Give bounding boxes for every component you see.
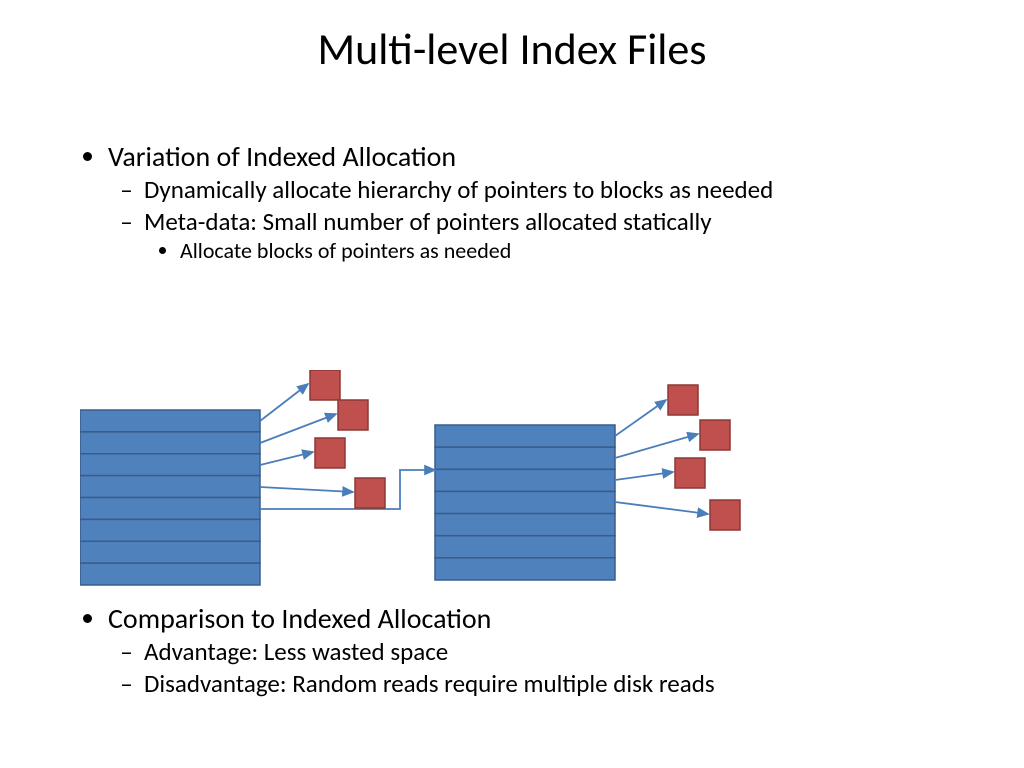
slide-body: Variation of Indexed Allocation Dynamica…: [80, 140, 960, 266]
bullet-l3-allocate: Allocate blocks of pointers as needed: [180, 238, 960, 264]
bullet-text: Variation of Indexed Allocation: [108, 139, 456, 174]
slide-title: Multi-level Index Files: [0, 22, 1024, 76]
bullet-l1-comparison: Comparison to Indexed Allocation Advanta…: [108, 602, 960, 698]
slide-body-lower: Comparison to Indexed Allocation Advanta…: [80, 602, 960, 700]
bullet-l2-metadata: Meta-data: Small number of pointers allo…: [144, 207, 960, 265]
data-block: [700, 420, 730, 450]
pointer-arrow: [260, 452, 313, 465]
bullet-l2-dynamic: Dynamically allocate hierarchy of pointe…: [144, 175, 960, 205]
connector-arrow: [260, 470, 435, 509]
data-block: [710, 500, 740, 530]
index-diagram: [80, 370, 960, 595]
bullet-text: Meta-data: Small number of pointers allo…: [144, 206, 712, 237]
index-table: [80, 410, 260, 585]
slide: Multi-level Index Files Variation of Ind…: [0, 0, 1024, 768]
bullet-l2-disadvantage: Disadvantage: Random reads require multi…: [144, 669, 960, 699]
bullet-l2-advantage: Advantage: Less wasted space: [144, 637, 960, 667]
pointer-arrow: [615, 502, 708, 514]
data-block: [310, 370, 340, 400]
data-block: [338, 400, 368, 430]
bullet-l1-variation: Variation of Indexed Allocation Dynamica…: [108, 140, 960, 264]
pointer-arrow: [260, 487, 353, 492]
bullet-text: Comparison to Indexed Allocation: [108, 601, 491, 636]
pointer-arrow: [615, 434, 698, 458]
pointer-arrow: [260, 384, 308, 421]
data-block: [315, 438, 345, 468]
pointer-arrow: [615, 472, 673, 480]
data-block: [355, 478, 385, 508]
data-block: [668, 385, 698, 415]
data-block: [675, 458, 705, 488]
pointer-arrow: [615, 400, 666, 436]
index-table: [435, 425, 615, 580]
